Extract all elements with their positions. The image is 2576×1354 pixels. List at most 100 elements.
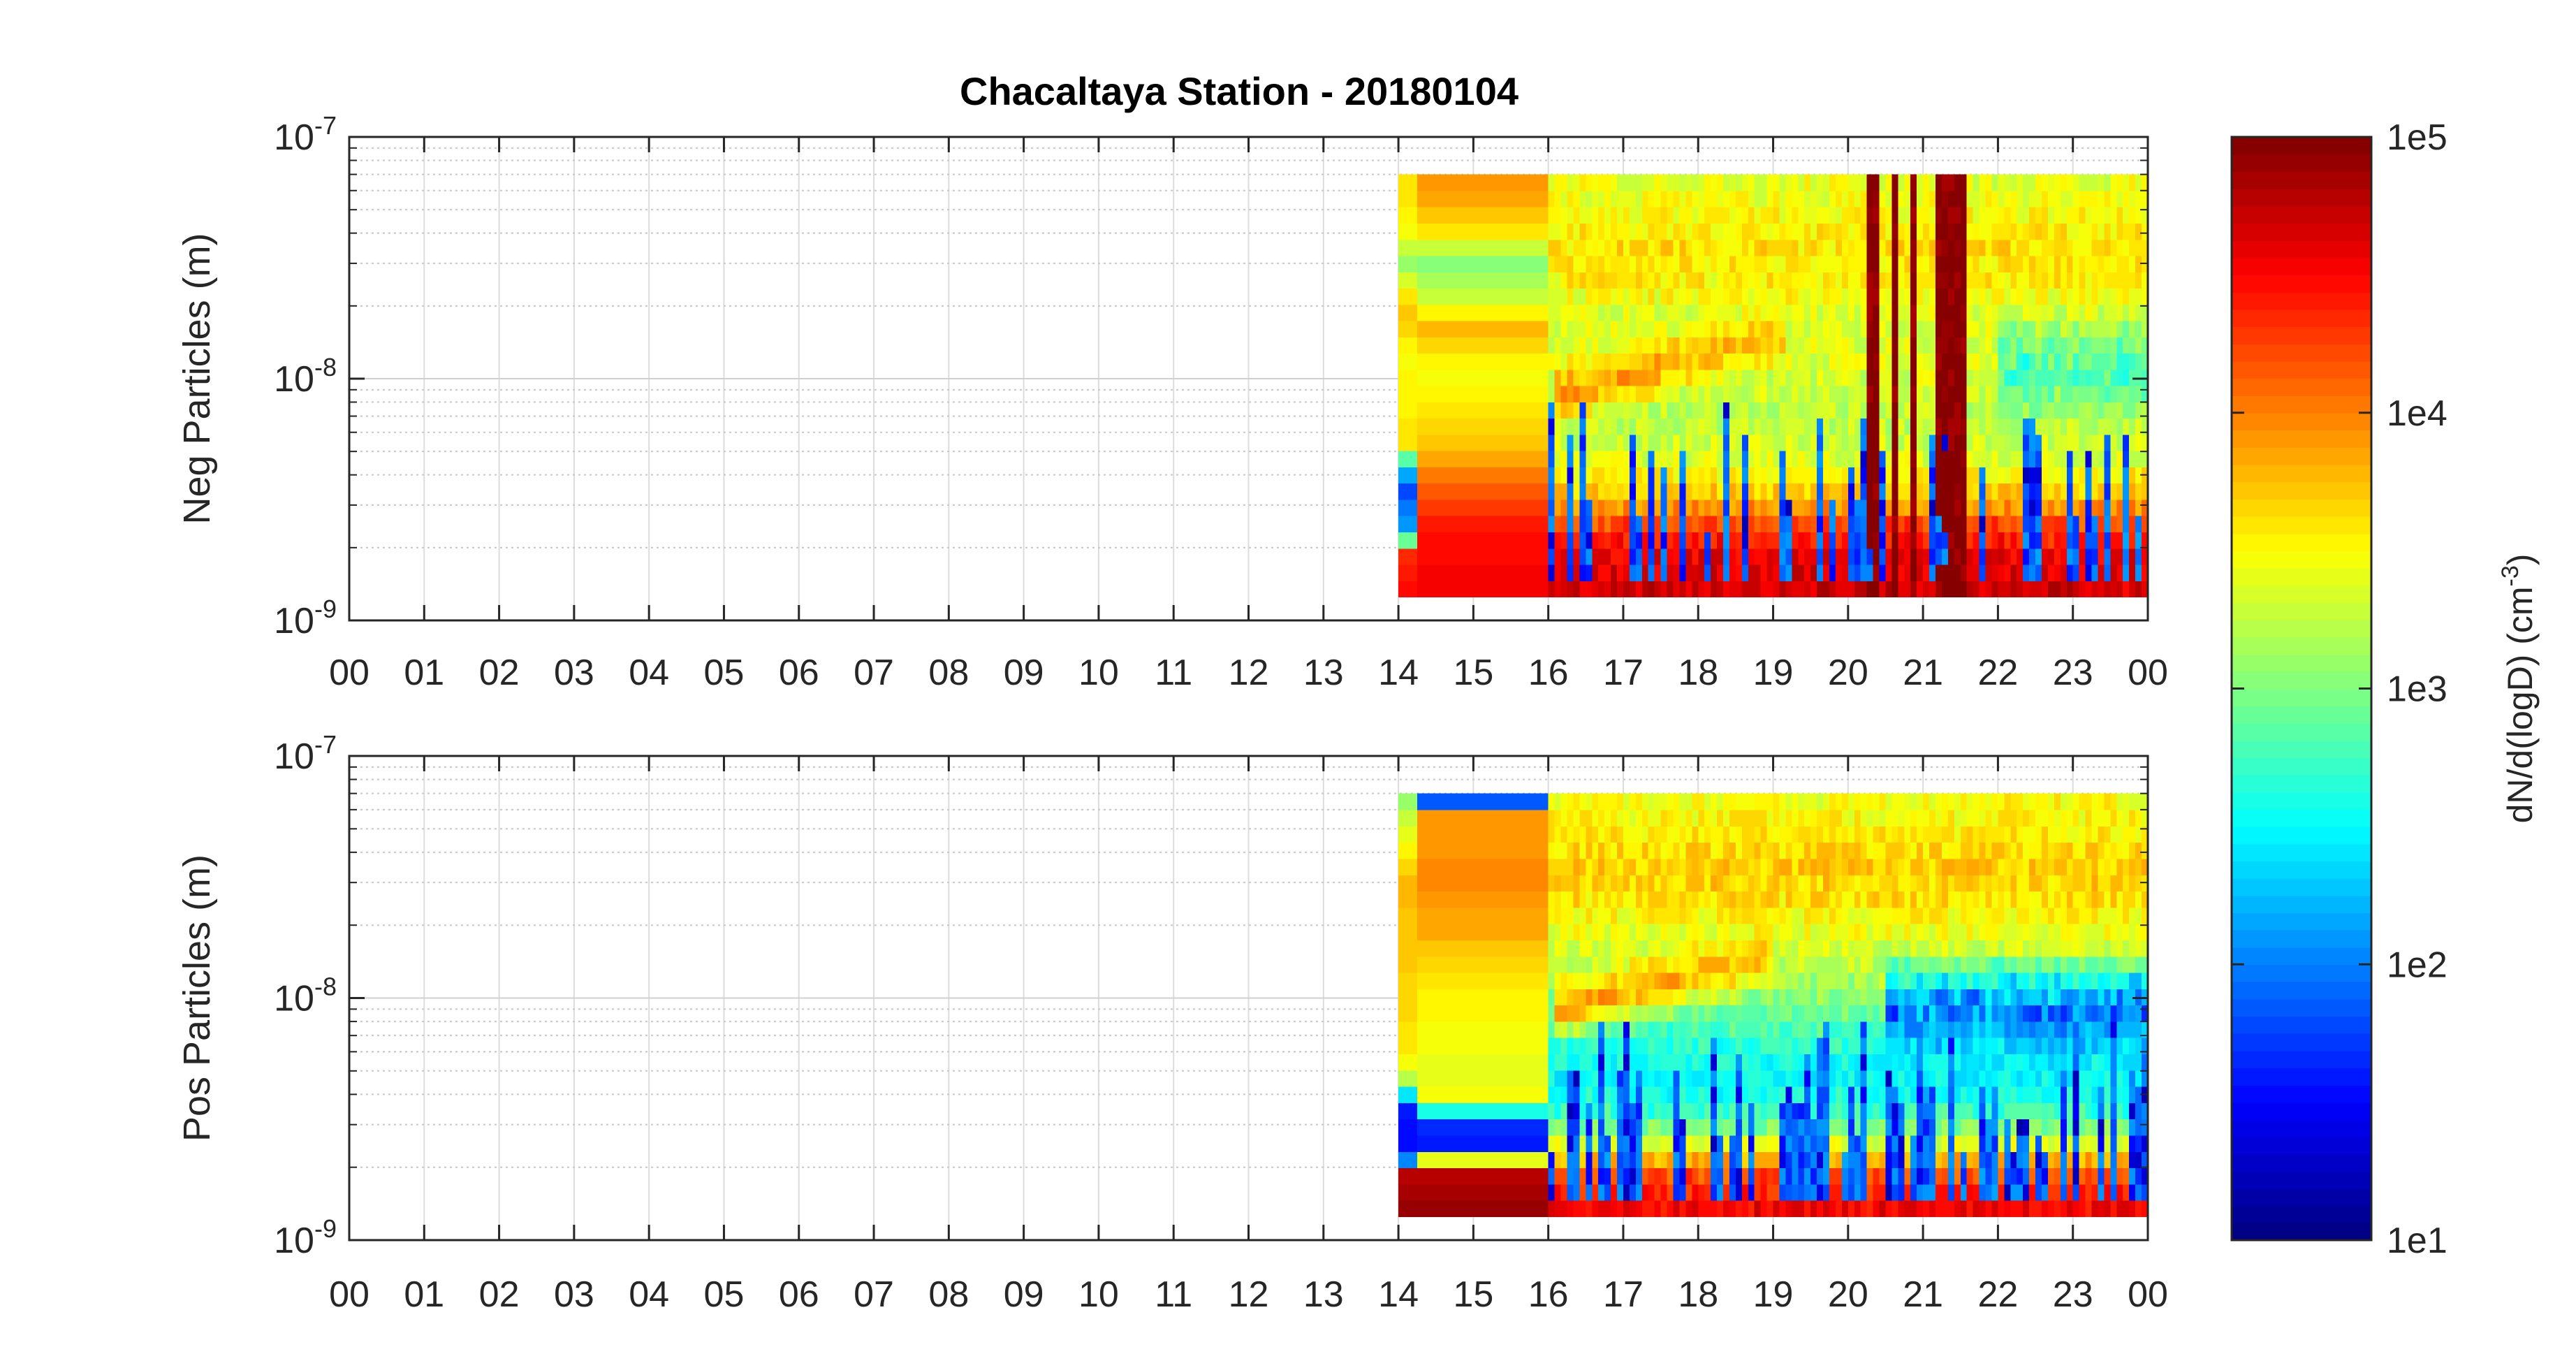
heatmap-cell — [1904, 223, 1911, 240]
heatmap-cell — [1898, 190, 1905, 208]
heatmap-cell — [1641, 369, 1649, 386]
heatmap-cell — [1573, 402, 1580, 419]
heatmap-cell — [1835, 353, 1843, 370]
heatmap-cell — [1648, 1200, 1655, 1218]
heatmap-cell — [1454, 956, 1462, 973]
heatmap-cell — [1635, 1021, 1643, 1038]
heatmap-cell — [1698, 1021, 1705, 1038]
heatmap-cell — [1604, 972, 1611, 989]
heatmap-cell — [2110, 304, 2117, 321]
heatmap-cell — [1735, 1086, 1743, 1103]
heatmap-cell — [1729, 451, 1736, 467]
heatmap-cell — [1679, 304, 1686, 321]
heatmap-cell — [1454, 972, 1462, 989]
heatmap-cell — [1773, 320, 1780, 337]
heatmap-cell — [1679, 1070, 1686, 1087]
heatmap-cell — [1442, 1038, 1449, 1055]
heatmap-cell — [2047, 320, 2055, 337]
heatmap-cell — [1429, 386, 1437, 402]
heatmap-cell — [1698, 1119, 1705, 1136]
heatmap-cell — [2054, 255, 2061, 272]
heatmap-cell — [1554, 891, 1562, 908]
heatmap-cell — [1991, 434, 1999, 451]
heatmap-cell — [1579, 1167, 1586, 1185]
heatmap-cell — [1847, 418, 1855, 435]
heatmap-cell — [1673, 793, 1681, 810]
heatmap-cell — [1673, 499, 1681, 516]
heatmap-cell — [1711, 1038, 1718, 1055]
heatmap-cell — [1698, 337, 1705, 354]
heatmap-cell — [1461, 288, 1468, 305]
heatmap-cell — [1617, 255, 1624, 272]
heatmap-cell — [1991, 451, 1999, 467]
heatmap-cell — [1735, 1070, 1743, 1087]
heatmap-cell — [1748, 940, 1755, 957]
heatmap-cell — [1879, 516, 1887, 533]
heatmap-cell — [1998, 581, 2005, 598]
heatmap-cell — [2104, 532, 2111, 549]
heatmap-cell — [1398, 483, 1405, 500]
heatmap-cell — [1492, 418, 1499, 435]
heatmap-cell — [1817, 532, 1824, 549]
heatmap-cell — [2079, 451, 2086, 467]
heatmap-cell — [1629, 1184, 1637, 1201]
heatmap-cell — [1579, 891, 1586, 908]
heatmap-cell — [1841, 516, 1849, 533]
heatmap-cell — [1435, 288, 1443, 305]
heatmap-cell — [2104, 564, 2111, 581]
heatmap-cell — [1429, 989, 1437, 1006]
heatmap-cell — [1947, 239, 1955, 256]
heatmap-cell — [1498, 1086, 1505, 1103]
heatmap-cell — [1941, 174, 1949, 191]
heatmap-cell — [1479, 532, 1486, 549]
heatmap-cell — [1592, 809, 1599, 827]
heatmap-cell — [1535, 467, 1543, 484]
heatmap-cell — [1785, 1005, 1792, 1022]
heatmap-cell — [1717, 1151, 1724, 1169]
heatmap-cell — [1698, 499, 1705, 516]
heatmap-cell — [1516, 402, 1524, 419]
heatmap-cell — [1704, 793, 1711, 810]
heatmap-cell — [1448, 1054, 1456, 1071]
heatmap-cell — [1461, 418, 1468, 435]
heatmap-cell — [1717, 369, 1724, 386]
heatmap-cell — [1829, 434, 1836, 451]
heatmap-cell — [1729, 1184, 1736, 1201]
heatmap-cell — [1479, 548, 1486, 565]
heatmap-cell — [1748, 190, 1755, 208]
heatmap-cell — [1511, 1070, 1518, 1087]
heatmap-cell — [1785, 581, 1792, 598]
heatmap-cell — [1629, 174, 1637, 191]
heatmap-cell — [1405, 1070, 1412, 1087]
heatmap-cell — [1560, 223, 1568, 240]
heatmap-cell — [1898, 239, 1905, 256]
heatmap-cell — [1511, 924, 1518, 940]
heatmap-cell — [2023, 402, 2030, 419]
heatmap-cell — [1523, 793, 1530, 810]
heatmap-cell — [1947, 516, 1955, 533]
heatmap-cell — [1542, 891, 1549, 908]
heatmap-cell — [1429, 842, 1437, 859]
heatmap-cell — [2110, 548, 2117, 565]
heatmap-cell — [1667, 1021, 1674, 1038]
heatmap-cell — [1473, 809, 1480, 827]
heatmap-cell — [1567, 207, 1574, 224]
heatmap-cell — [1648, 907, 1655, 924]
heatmap-cell — [1685, 907, 1692, 924]
heatmap-cell — [1598, 1070, 1605, 1087]
heatmap-cell — [2142, 499, 2149, 516]
heatmap-cell — [1692, 924, 1699, 940]
heatmap-cell — [1898, 499, 1905, 516]
heatmap-cell — [2085, 353, 2093, 370]
heatmap-cell — [1573, 564, 1580, 581]
heatmap-cell — [1429, 1021, 1437, 1038]
heatmap-cell — [1641, 304, 1649, 321]
heatmap-cell — [1548, 907, 1556, 924]
heatmap-cell — [1660, 826, 1668, 843]
heatmap-cell — [1635, 1086, 1643, 1103]
heatmap-cell — [1723, 272, 1730, 289]
heatmap-cell — [1410, 907, 1418, 924]
heatmap-cell — [1498, 1005, 1505, 1022]
heatmap-cell — [1429, 174, 1437, 191]
heatmap-cell — [1685, 972, 1692, 989]
